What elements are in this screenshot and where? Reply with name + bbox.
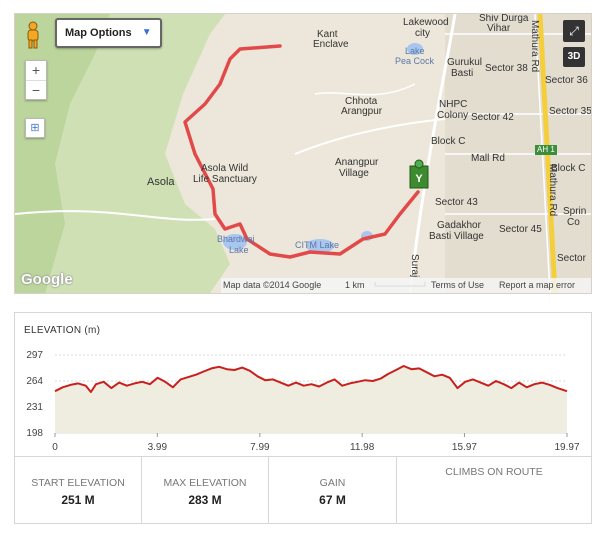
peacock-lake [407,43,423,55]
stat-value: 283 M [188,493,222,507]
map-label: Co [567,217,580,228]
map-label: Chhota [345,96,378,107]
map-label: Sector 38 [485,63,528,74]
fullscreen-icon[interactable]: ⤢ [563,20,585,42]
map-label: Kant [317,29,338,40]
road-surajkund [408,14,457,293]
elevation-line [54,365,568,393]
route-map[interactable]: Y Map Options ▼ + − ⊞ ⤢ 3D Lakewood city… [14,13,592,294]
map-label: Anangpur [335,157,379,168]
map-data-attribution: Map data ©2014 Google [223,280,322,290]
scale-label: 1 km [345,280,365,290]
map-label: city [415,28,430,39]
svg-text:Y: Y [415,173,423,185]
3d-button[interactable]: 3D [563,47,585,67]
x-tick-label: 19.97 [554,442,579,453]
x-tick-label: 15.97 [452,442,477,453]
map-label: Village [339,168,369,179]
x-tick-label: 0 [52,442,58,453]
map-label: Colony [437,110,469,121]
map-label: Enclave [313,39,349,50]
stat-value: 251 M [61,493,95,507]
elevation-title: ELEVATION (m) [24,325,101,336]
elevation-panel: ELEVATION (m) 297 264 231 198 0 3.99 7.99 11.98… [14,312,592,524]
end-marker-pin [414,159,424,169]
map-label: Pea Cock [395,56,435,66]
map-label: Sprin [563,206,587,217]
stat-start-elevation: START ELEVATION 251 M [15,457,142,524]
zoom-control: + − [25,60,47,100]
map-label: CITM Lake [295,240,340,250]
map-label: Mathura Rd [547,164,558,217]
map-label: Bhardwaj [217,234,255,244]
y-tick-label: 231 [26,402,43,413]
map-label: Mathura Rd [529,20,540,73]
map-label: Vihar [487,23,511,34]
stat-max-elevation: MAX ELEVATION 283 M [142,457,269,524]
map-label: Sector 45 [499,224,542,235]
x-tick-label: 7.99 [250,442,270,453]
map-label: Lake [405,46,425,56]
map-label: Gurukul [447,57,483,68]
map-label: Lake [229,245,249,255]
report-error-link[interactable]: Report a map error [499,280,576,290]
map-label: Life Sanctuary [193,174,257,185]
road [294,118,446,155]
map-label: Gadakhor [437,220,481,231]
stat-label: MAX ELEVATION [163,477,247,489]
map-label: Sector 43 [435,197,478,208]
stat-gain: GAIN 67 M [269,457,397,524]
route-line [183,44,420,259]
map-options-button[interactable]: Map Options ▼ [55,18,162,48]
map-label: Mall Rd [471,153,505,164]
map-options-label: Map Options [65,27,132,39]
stat-label: CLIMBS ON ROUTE [445,466,543,478]
map-label: Block C [431,136,466,147]
road [15,210,216,221]
map-label: Sector [557,253,586,264]
map-label: Lakewood [403,17,449,28]
elevation-area [55,366,567,433]
map-type-icon[interactable]: ⊞ [25,118,45,138]
x-tick-label: 11.98 [350,442,375,453]
map-label: NHPC [439,99,468,110]
map-label: Shiv Durga [479,13,529,24]
google-logo: Google [21,271,73,288]
map-footer: Map data ©2014 Google 1 km Terms of Use … [221,278,591,293]
stat-label: GAIN [319,477,346,489]
stat-value: 67 M [319,493,346,507]
ah1-shield: AH 1 [535,145,557,155]
map-label: Block C [551,163,586,174]
map-label: Basti Village [429,231,484,242]
y-tick-label: 264 [26,376,43,387]
urban-road [445,33,591,215]
stat-label: START ELEVATION [31,477,125,489]
citm-lake [306,239,334,253]
zoom-in-button[interactable]: + [31,62,41,78]
map-label: Arangpur [341,106,383,117]
map-label: Suraj [409,254,420,278]
map-label: Sector 42 [471,112,514,123]
caret-down-icon: ▼ [141,27,152,38]
map-label: Sector 35 [549,106,592,117]
stat-climbs: CLIMBS ON ROUTE [397,457,591,524]
road [314,83,416,96]
terms-link[interactable]: Terms of Use [431,280,485,290]
map-label: Basti [451,68,474,79]
bhardwaj-lake [223,234,247,250]
pegman-icon[interactable] [21,20,45,50]
elevation-chart[interactable]: 297 264 231 198 0 3.99 7.99 11.98 15.97 19.97 [15,323,591,455]
map-label: Asola [147,176,175,188]
stats-row: START ELEVATION 251 M MAX ELEVATION 283 … [15,456,591,524]
zoom-out-button[interactable]: − [26,80,46,100]
map-label: Sector 36 [545,75,588,86]
x-tick-label: 3.99 [148,442,168,453]
map-label: Asola Wild [201,163,249,174]
y-tick-label: 198 [26,428,43,439]
y-tick-label: 297 [26,350,43,361]
